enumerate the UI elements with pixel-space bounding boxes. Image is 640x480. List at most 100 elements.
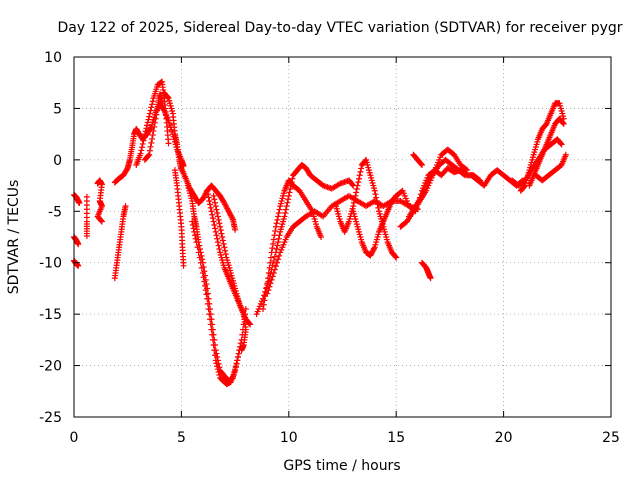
data-point-marker xyxy=(152,115,159,122)
data-point-marker xyxy=(206,311,213,318)
data-point-marker xyxy=(207,316,214,323)
data-point-marker xyxy=(210,342,217,348)
series-arc-s xyxy=(264,192,421,297)
data-point-marker xyxy=(159,100,166,107)
data-point-marker xyxy=(189,218,196,225)
data-point-marker xyxy=(267,259,274,266)
data-point-marker xyxy=(214,210,221,216)
data-point-marker xyxy=(214,239,221,246)
data-point-marker xyxy=(141,134,148,141)
data-point-marker xyxy=(139,140,146,147)
series-arc-n xyxy=(189,218,243,388)
data-point-marker xyxy=(149,132,156,138)
data-point-marker xyxy=(211,347,218,354)
data-point-marker xyxy=(191,228,198,235)
series-arc-f xyxy=(111,203,129,282)
data-point-marker xyxy=(271,266,278,273)
x-axis-label: GPS time / hours xyxy=(283,458,400,474)
data-point-marker xyxy=(214,213,221,220)
data-point-marker xyxy=(374,201,381,208)
data-point-marker xyxy=(210,218,217,225)
data-point-marker xyxy=(213,232,220,239)
data-point-marker xyxy=(209,211,216,218)
data-point-marker xyxy=(216,246,223,252)
data-point-marker xyxy=(215,216,222,223)
x-tick-label: 20 xyxy=(495,430,513,446)
y-tick-label: -25 xyxy=(39,410,62,426)
data-point-marker xyxy=(76,200,83,207)
series-arc-y xyxy=(410,151,425,168)
y-tick-labels: -25 -20 -15 -10 -5 0 5 10 xyxy=(39,50,62,426)
series-arc-d xyxy=(83,193,90,239)
data-point-marker xyxy=(560,120,567,126)
x-tick-label: 15 xyxy=(387,430,405,446)
data-point-marker xyxy=(151,123,158,130)
y-tick-label: 0 xyxy=(53,153,62,169)
data-point-marker xyxy=(200,274,207,281)
data-point-marker xyxy=(558,141,565,148)
data-point-marker xyxy=(217,223,224,230)
data-point-marker xyxy=(219,234,226,240)
data-point-marker xyxy=(265,287,272,294)
data-point-marker xyxy=(275,235,282,242)
data-point-marker xyxy=(418,162,425,168)
data-point-marker xyxy=(149,135,156,142)
data-point-marker xyxy=(261,292,268,299)
data-point-marker xyxy=(217,227,224,234)
data-point-marker xyxy=(212,228,219,235)
data-point-marker xyxy=(229,215,236,222)
data-point-marker xyxy=(270,270,277,276)
data-point-marker xyxy=(275,239,282,246)
data-point-marker xyxy=(204,295,211,302)
data-point-marker xyxy=(216,372,223,378)
data-point-marker xyxy=(247,321,254,328)
data-point-marker xyxy=(232,367,239,374)
data-point-marker xyxy=(265,275,272,282)
data-point-marker xyxy=(276,206,283,213)
data-point-marker xyxy=(149,101,156,108)
data-point-marker xyxy=(349,181,356,188)
data-point-marker xyxy=(214,235,221,242)
data-point-marker xyxy=(283,203,290,210)
data-point-marker xyxy=(213,206,220,213)
data-point-marker xyxy=(145,152,152,159)
x-tick-label: 10 xyxy=(280,430,298,446)
data-point-marker xyxy=(209,336,216,343)
y-tick-label: -10 xyxy=(39,256,62,272)
data-point-marker xyxy=(195,249,202,256)
data-point-marker xyxy=(282,206,289,213)
data-point-marker xyxy=(353,186,360,192)
data-point-marker xyxy=(264,290,271,297)
data-point-marker xyxy=(143,125,150,132)
data-point-marker xyxy=(269,273,276,280)
series-arc-b xyxy=(71,234,82,248)
data-point-marker xyxy=(274,216,281,223)
data-point-marker xyxy=(235,350,242,357)
grid-lines xyxy=(74,57,611,417)
series-arc-p xyxy=(210,192,249,354)
data-point-marker xyxy=(148,139,155,146)
data-point-marker xyxy=(149,98,156,105)
data-point-marker xyxy=(246,320,253,327)
series-arc-ae xyxy=(532,151,569,184)
data-point-marker xyxy=(98,218,105,225)
data-markers xyxy=(71,78,569,388)
data-point-marker xyxy=(371,245,378,252)
data-point-marker xyxy=(267,254,274,261)
data-point-marker xyxy=(203,291,210,298)
data-point-marker xyxy=(351,196,358,203)
data-point-marker xyxy=(357,168,364,175)
data-point-marker xyxy=(266,264,273,271)
data-point-marker xyxy=(204,300,211,307)
data-point-marker xyxy=(199,270,206,276)
series-arc-ac xyxy=(517,100,567,194)
data-point-marker xyxy=(196,254,203,261)
series-arc-i xyxy=(141,91,166,163)
data-point-marker xyxy=(75,241,82,248)
data-point-marker xyxy=(269,245,276,252)
data-point-marker xyxy=(209,215,216,222)
y-axis-label: SDTVAR / TECUs xyxy=(6,180,22,295)
data-point-marker xyxy=(560,120,567,127)
data-point-marker xyxy=(189,222,196,228)
data-point-marker xyxy=(122,203,129,210)
